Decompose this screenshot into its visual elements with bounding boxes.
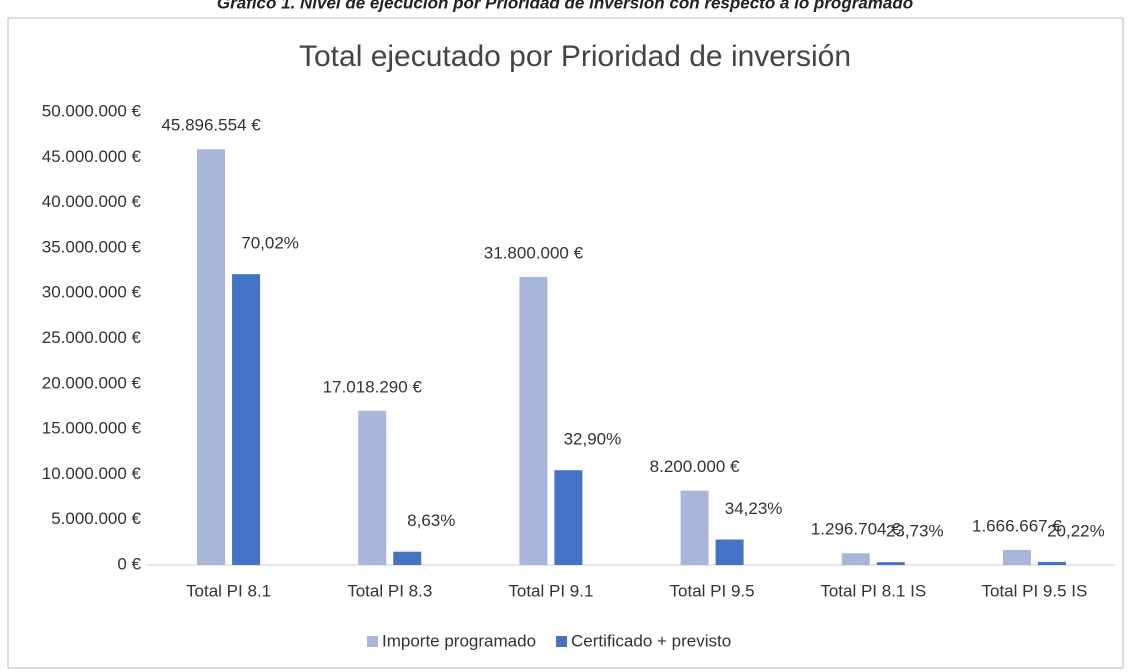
percent-label: 20,22% [1047,521,1105,540]
x-tick-label: Total PI 8.3 [347,581,432,600]
bar [841,553,870,565]
y-tick-label: 50.000.000 € [42,101,142,120]
value-label: 17.018.290 € [323,377,423,396]
x-tick-label: Total PI 8.1 IS [820,581,926,600]
chart-title: Total ejecutado por Prioridad de inversi… [299,40,851,73]
y-tick-label: 10.000.000 € [42,464,142,483]
bar [680,490,709,565]
bar [358,410,387,565]
x-tick-label: Total PI 9.1 [508,581,593,600]
y-tick-label: 40.000.000 € [42,192,142,211]
percent-label: 34,23% [725,499,783,518]
bar [519,276,548,565]
x-tick-label: Total PI 9.5 [670,581,755,600]
legend-label: Certificado + previsto [571,631,731,650]
y-tick-label: 15.000.000 € [42,419,142,438]
bar [197,149,226,565]
percent-label: 8,63% [407,511,455,530]
bar [393,551,422,565]
y-tick-label: 35.000.000 € [42,237,142,256]
y-tick-label: 25.000.000 € [42,328,142,347]
bar [1002,549,1031,565]
y-tick-label: 45.000.000 € [42,147,142,166]
value-label: 1.666.667 € [972,516,1062,535]
y-tick-label: 30.000.000 € [42,283,142,302]
y-tick-label: 5.000.000 € [51,509,141,528]
bar [554,470,583,565]
bar [715,539,744,565]
caption: Gráfico 1. Nivel de ejecución por Priori… [217,0,913,12]
x-tick-label: Total PI 8.1 [186,581,271,600]
percent-label: 70,02% [241,234,299,253]
value-label: 45.896.554 € [161,116,261,135]
legend-swatch [367,636,378,647]
value-label: 31.800.000 € [484,243,584,262]
chart-border [7,17,1124,669]
legend-label: Importe programado [382,631,536,650]
bar [876,562,905,565]
y-tick-label: 20.000.000 € [42,373,142,392]
percent-label: 32,90% [564,430,622,449]
value-label: 8.200.000 € [650,457,740,476]
y-tick-label: 0 € [117,554,141,573]
percent-label: 23,73% [886,522,944,541]
bar [1037,561,1066,565]
legend-swatch [556,636,568,647]
x-tick-label: Total PI 9.5 IS [981,581,1087,600]
bar [232,274,261,565]
value-label: 1.296.704 € [811,520,901,539]
